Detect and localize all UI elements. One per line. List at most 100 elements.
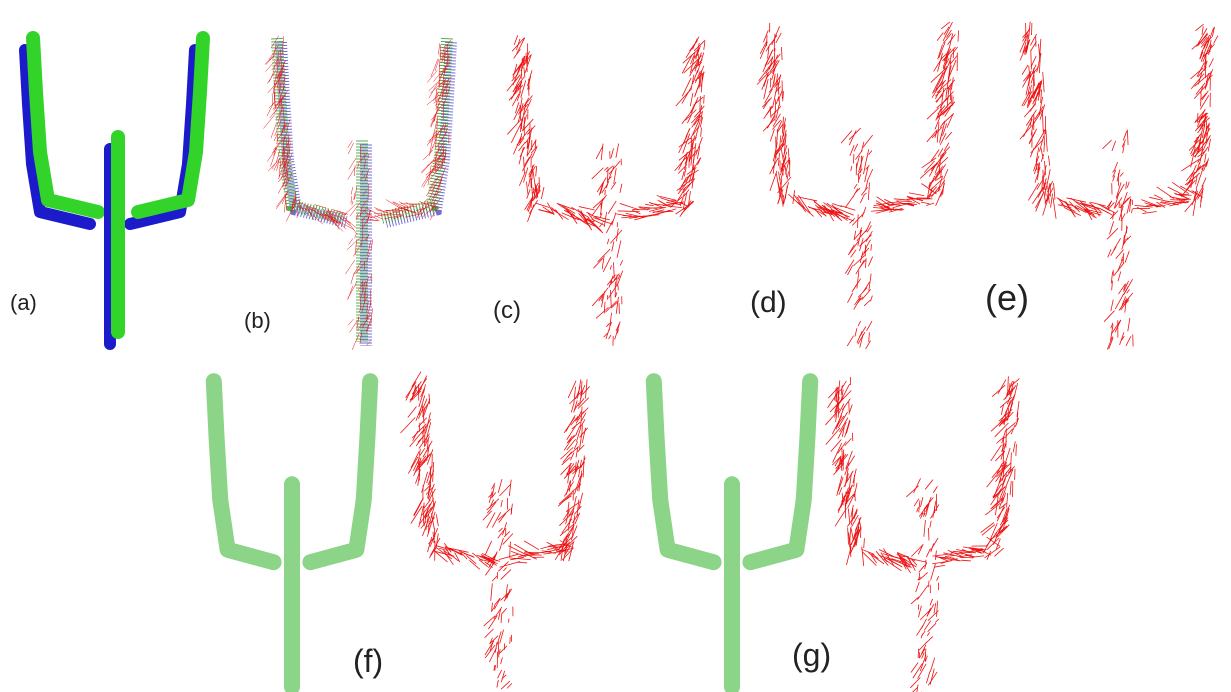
vector	[464, 553, 474, 556]
vector	[344, 204, 356, 215]
vector	[1123, 253, 1124, 263]
vector	[847, 293, 852, 303]
vector	[501, 681, 510, 689]
panel-label: (e)	[985, 277, 1029, 318]
vector	[701, 127, 702, 136]
vector	[571, 403, 574, 413]
vector	[906, 486, 918, 497]
vector	[508, 619, 509, 623]
vector	[1114, 193, 1119, 209]
vector	[1123, 131, 1127, 140]
vector	[950, 88, 951, 100]
vector	[887, 202, 899, 203]
vector	[686, 45, 694, 58]
vector	[682, 171, 684, 180]
vector	[355, 234, 356, 238]
vector	[1202, 26, 1203, 34]
vector	[513, 136, 521, 154]
vector	[926, 500, 930, 517]
vector	[499, 538, 503, 551]
vector	[351, 187, 353, 195]
artwork	[25, 22, 1218, 692]
vector	[911, 597, 919, 604]
vector	[348, 143, 353, 154]
vector	[932, 174, 937, 182]
vector	[845, 196, 854, 208]
vector	[1024, 40, 1029, 55]
vector	[864, 300, 871, 306]
vector	[420, 448, 425, 455]
vector	[869, 151, 872, 155]
vector	[1022, 65, 1028, 75]
vector	[913, 663, 923, 678]
vector	[1214, 36, 1218, 44]
vector	[1043, 72, 1044, 92]
vector	[503, 533, 513, 544]
vector	[1113, 212, 1114, 219]
page: (a) (b) (c) (d) (e) (f) (g) (() => { con…	[0, 0, 1231, 692]
vector	[849, 241, 858, 254]
vector	[430, 132, 434, 153]
vector	[436, 514, 438, 526]
vector	[1126, 182, 1127, 190]
vector	[690, 93, 693, 106]
vector	[766, 106, 773, 115]
vector	[926, 549, 930, 558]
vector	[596, 307, 608, 318]
vector	[581, 458, 586, 468]
vector	[538, 209, 552, 213]
vector	[927, 632, 929, 636]
vector	[351, 196, 352, 203]
vector	[1118, 272, 1121, 282]
vector	[858, 288, 867, 298]
vector	[860, 196, 863, 203]
vector	[579, 207, 595, 210]
vector	[871, 244, 872, 250]
vector	[863, 157, 866, 174]
vector	[1142, 211, 1156, 213]
vector	[1054, 183, 1055, 200]
vector	[918, 544, 923, 554]
vector	[798, 202, 814, 216]
panel-label: (g)	[792, 637, 831, 673]
vector	[1065, 201, 1076, 217]
vector	[368, 241, 371, 255]
vector	[1007, 493, 1008, 507]
vector	[948, 34, 956, 45]
vector	[1121, 298, 1129, 310]
vector	[263, 115, 274, 129]
vector	[1059, 199, 1070, 205]
vector	[515, 102, 518, 113]
vector	[695, 88, 698, 96]
vector	[348, 319, 353, 325]
vector	[984, 547, 999, 558]
vector	[840, 381, 846, 391]
vector	[500, 630, 504, 644]
vector	[501, 500, 503, 507]
vector	[1048, 156, 1049, 166]
vector	[782, 117, 783, 134]
vector	[413, 431, 418, 441]
wire-blue	[281, 42, 346, 222]
vector	[1113, 263, 1124, 276]
vector	[1104, 311, 1114, 322]
vector	[418, 436, 425, 443]
vector	[928, 189, 940, 197]
vector	[351, 273, 354, 284]
vector	[535, 203, 549, 207]
vector	[871, 296, 873, 302]
vector	[1053, 198, 1056, 219]
vector	[932, 127, 942, 138]
vector	[616, 297, 618, 314]
vector	[524, 541, 539, 550]
vector	[617, 271, 623, 286]
vector	[507, 683, 512, 688]
vector	[349, 239, 353, 245]
bone	[654, 381, 714, 562]
vector	[269, 73, 273, 82]
vector	[1120, 332, 1124, 345]
vector	[862, 207, 866, 217]
vector	[995, 518, 1008, 535]
vector	[919, 500, 920, 512]
vector	[498, 562, 508, 572]
